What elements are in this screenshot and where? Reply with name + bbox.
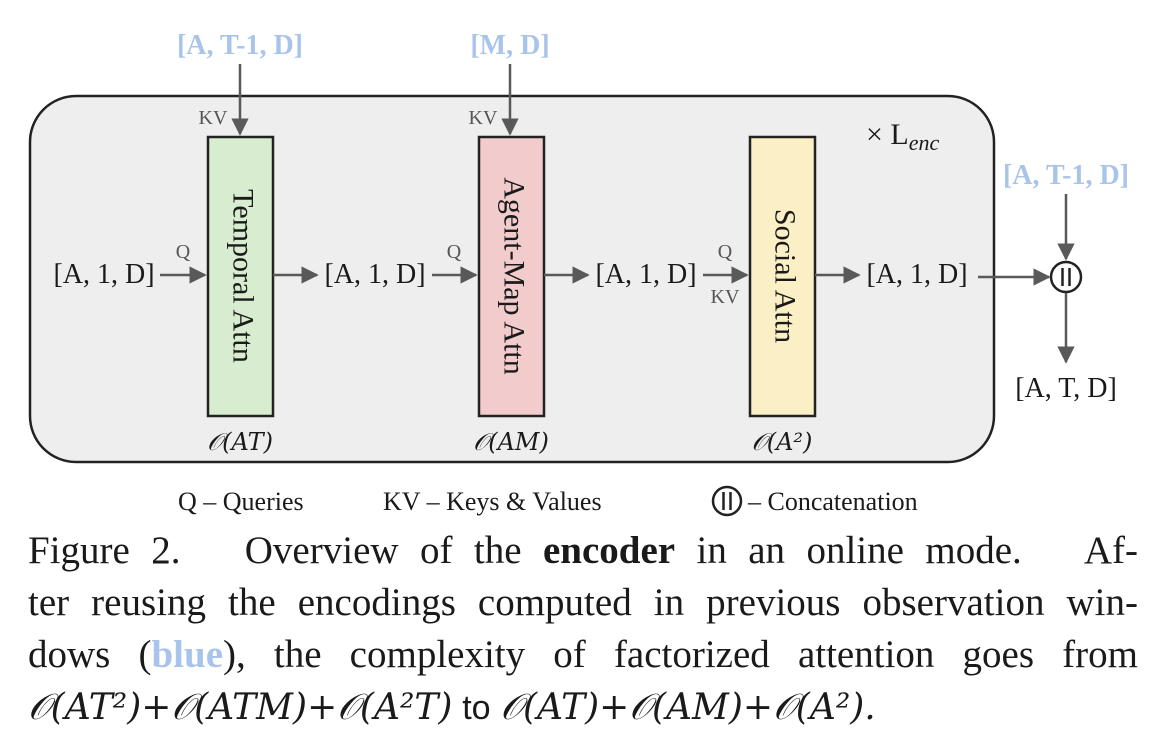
agent-map-kv-label: KV <box>469 107 498 129</box>
figure-number: Figure 2. <box>28 529 181 572</box>
legend-kv: KV – Keys & Values <box>383 487 602 516</box>
temporal-q-label: Q <box>176 241 191 263</box>
caption-line-2: ter reusing the encodings computed in pr… <box>28 580 1138 625</box>
agent-map-output-shape: [A, 1, D] <box>595 259 696 290</box>
agent-map-complexity: 𝒪(AM) <box>473 428 549 456</box>
caption-bold-encoder: encoder <box>542 529 676 572</box>
caption-text: ter reusing the encodings computed in pr… <box>28 581 1138 624</box>
input-shape-label: [A, 1, D] <box>53 259 154 290</box>
caption-to: to <box>462 689 491 727</box>
social-kv-label: KV <box>711 286 740 308</box>
legend-q: Q – Queries <box>178 487 304 516</box>
caption-blue-word: blue <box>151 633 224 676</box>
social-attn-label: Social Attn <box>769 209 802 343</box>
caption-line-1: Figure 2. Overview of the encoder in an … <box>28 528 1138 573</box>
agent-map-attn-block <box>477 135 546 418</box>
social-complexity: 𝒪(A²) <box>752 428 813 456</box>
temporal-output-shape: [A, 1, D] <box>324 259 425 290</box>
encoder-diagram: × Lenc [A, T-1, D] [M, D] [A, T-1, D] KV… <box>28 30 1129 517</box>
social-q-label: Q <box>718 241 733 263</box>
agent-map-external-input: [M, D] <box>470 30 549 61</box>
agent-map-attn-label: Agent-Map Attn <box>498 177 531 374</box>
concat-icon <box>1049 260 1083 294</box>
social-output-shape: [A, 1, D] <box>866 259 967 290</box>
legend-concat: – Concatenation <box>747 487 918 516</box>
temporal-external-input: [A, T-1, D] <box>177 30 303 61</box>
legend-concat-icon <box>711 485 743 517</box>
caption-text: in an online mode. <box>696 529 1022 572</box>
social-attn-block <box>748 135 817 418</box>
agent-map-q-label: Q <box>447 241 462 263</box>
caption-line-4: 𝒪(AT²)+𝒪(ATM)+𝒪(A²T) to 𝒪(AT)+𝒪(AM)+𝒪(A²… <box>28 684 1138 729</box>
temporal-kv-label: KV <box>199 107 228 129</box>
caption-text: dows (blue), the complexity of factorize… <box>28 633 1138 676</box>
temporal-complexity: 𝒪(AT) <box>207 428 273 456</box>
temporal-attn-label: Temporal Attn <box>227 189 260 363</box>
caption-line-3: dows (blue), the complexity of factorize… <box>28 632 1138 677</box>
caption-text: Overview of the <box>244 529 522 572</box>
output-shape-label: [A, T, D] <box>1015 373 1117 404</box>
caption-text: Af- <box>1083 529 1139 572</box>
layer-repeat-subscript: enc <box>909 130 940 155</box>
temporal-attn-block <box>206 135 275 418</box>
concat-external-input: [A, T-1, D] <box>1003 160 1129 191</box>
layer-repeat-label: × Lenc <box>866 118 940 155</box>
caption-complexity-after: 𝒪(AT)+𝒪(AM)+𝒪(A²). <box>500 687 876 728</box>
caption-complexity-before: 𝒪(AT²)+𝒪(ATM)+𝒪(A²T) <box>28 687 453 728</box>
